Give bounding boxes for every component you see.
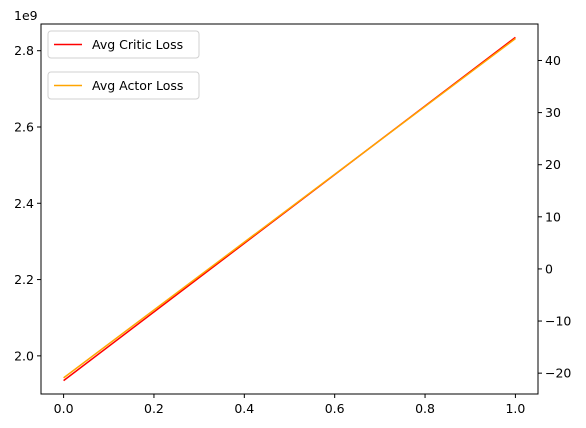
- left-axis: 2.0 2.2 2.4 2.6 2.8: [14, 43, 41, 363]
- right-axis-tick-label: 0: [545, 261, 553, 276]
- legend-critic: Avg Critic Loss: [47, 30, 200, 59]
- legend-actor-label: Avg Actor Loss: [92, 78, 183, 93]
- right-axis-tick-label: 40: [545, 53, 561, 68]
- x-axis: 0.0 0.2 0.4 0.6 0.8 1.0: [54, 394, 525, 416]
- left-axis-tick-label: 2.8: [14, 43, 34, 58]
- left-axis-tick-label: 2.4: [14, 196, 34, 211]
- plot-marks: [63, 36, 516, 382]
- x-axis-tick-label: 0.2: [144, 401, 164, 416]
- x-axis-tick-label: 0.0: [54, 401, 74, 416]
- legend-actor: Avg Actor Loss: [47, 71, 200, 100]
- legend-actor-box: [47, 71, 200, 100]
- right-axis-tick-label: 30: [545, 105, 561, 120]
- x-axis-tick-label: 0.4: [234, 401, 254, 416]
- right-axis: −20 −10 0 10 20 30 40: [538, 53, 571, 381]
- series-line-avg-actor-loss: [63, 37, 516, 379]
- legend-critic-label: Avg Critic Loss: [92, 37, 183, 52]
- x-axis-tick-label: 0.6: [325, 401, 345, 416]
- right-axis-tick-label: 20: [545, 157, 561, 172]
- left-axis-tick-label: 2.0: [14, 348, 34, 363]
- legend-critic-box: [47, 30, 200, 59]
- left-axis-tick-label: 2.2: [14, 272, 34, 287]
- right-axis-tick-label: 10: [545, 209, 561, 224]
- plot-frame: [40, 23, 539, 395]
- x-axis-tick-label: 0.8: [415, 401, 435, 416]
- left-axis-offset-label: 1e9: [14, 8, 38, 23]
- x-axis-tick-label: 1.0: [505, 401, 525, 416]
- right-axis-tick-label: −10: [545, 314, 571, 329]
- right-axis-tick-label: −20: [545, 366, 571, 381]
- left-axis-tick-label: 2.6: [14, 119, 34, 134]
